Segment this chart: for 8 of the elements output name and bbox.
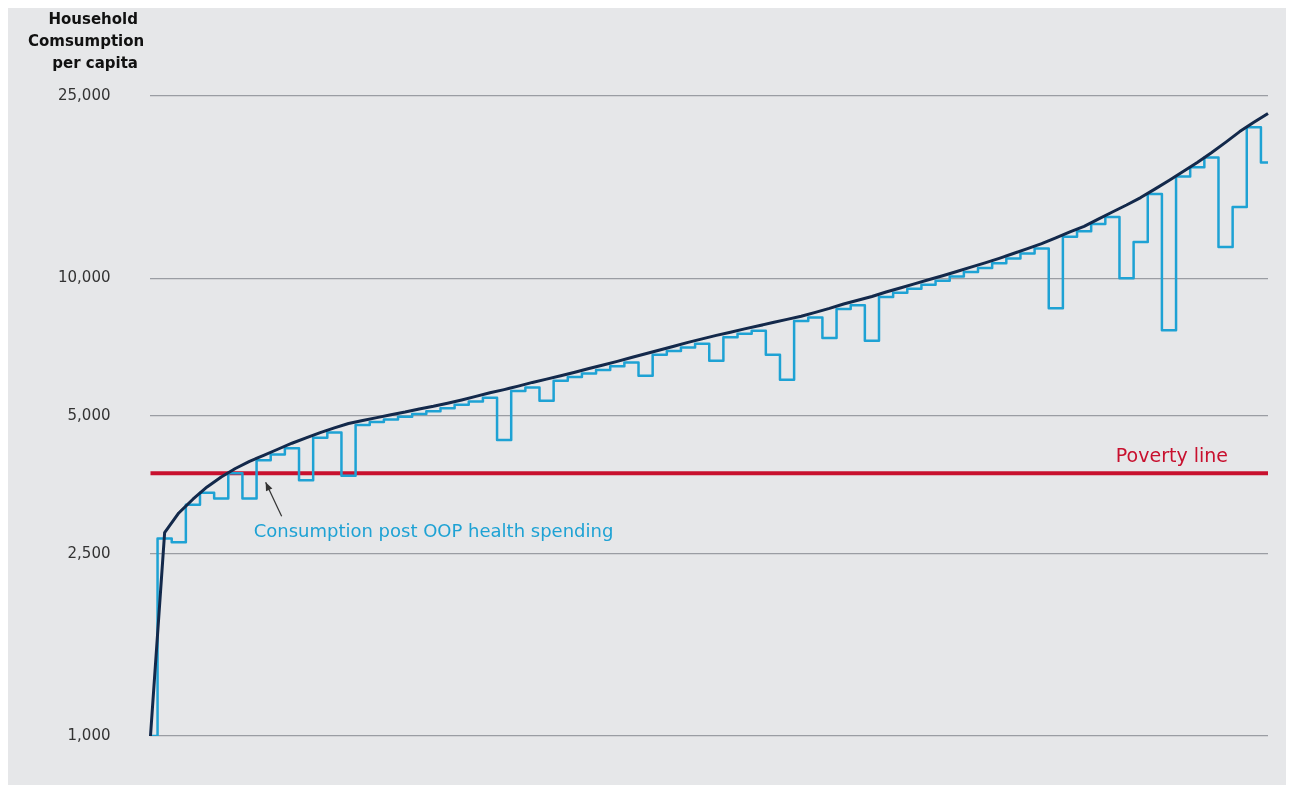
y-tick-label: 10,000 (57, 268, 111, 287)
y-axis-title: Household Comsumption per capita (28, 9, 145, 74)
y-tick-label: 2,500 (67, 543, 111, 562)
y-tick-label: 25,000 (57, 85, 111, 104)
ref-line-label: Poverty line (1115, 443, 1228, 466)
y-tick-label: 1,000 (67, 725, 111, 744)
y-tick-label: 5,000 (67, 405, 111, 424)
series-label: Consumption post OOP health spending (253, 520, 614, 542)
